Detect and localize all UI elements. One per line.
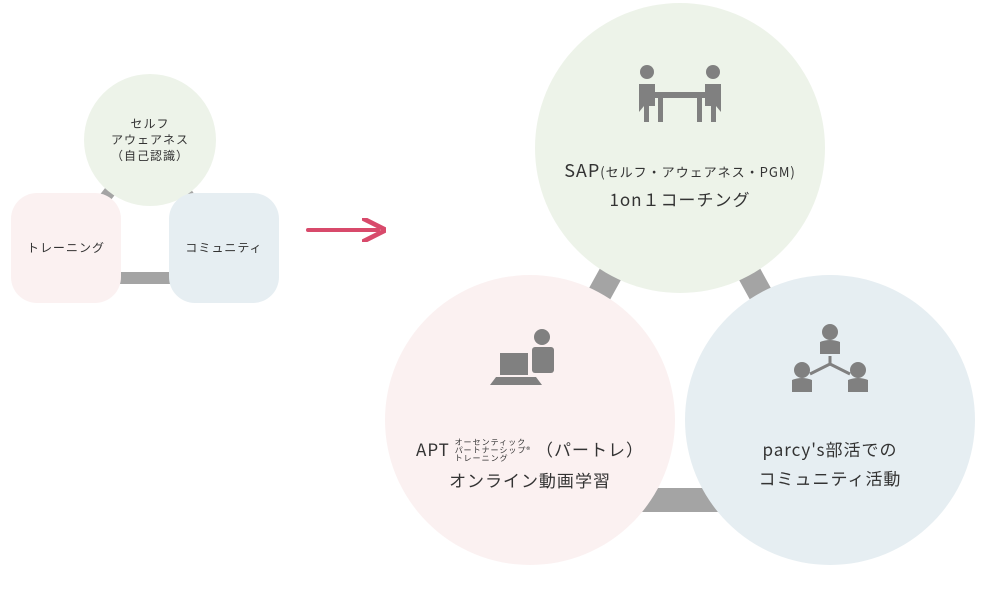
diagram-stage: セルフ アウェアネス （自己認識） トレーニング コミュニティ xyxy=(0,0,992,606)
large-label-sap: SAP(セルフ・アウェアネス・PGM) 1on１コーチング xyxy=(535,158,825,211)
large-label-apt: APT オーセンティック パートナーシップ® トレーニング （パートレ） オンラ… xyxy=(385,438,675,492)
community-icon xyxy=(780,320,880,400)
laptop-study-icon xyxy=(480,325,580,395)
meeting-icon xyxy=(625,58,735,128)
large-node-community xyxy=(685,275,975,565)
large-label-community: parcy's部活での コミュニティ活動 xyxy=(685,438,975,490)
large-node-sap xyxy=(535,3,825,293)
large-node-apt xyxy=(385,275,675,565)
